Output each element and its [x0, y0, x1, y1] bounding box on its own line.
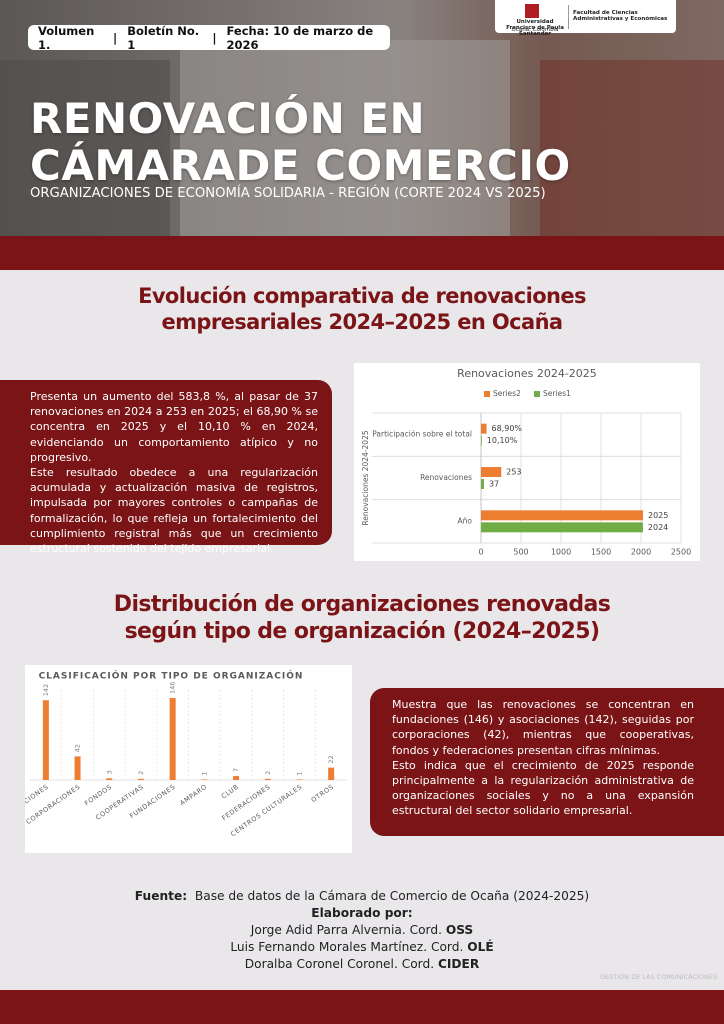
- source-text: Base de datos de la Cámara de Comercio d…: [194, 889, 590, 903]
- logo: Universidad Francisco de Paula Santander…: [495, 0, 676, 37]
- chart: Renovaciones 2024-2025 Series2 Series1 0 500…: [354, 363, 700, 561]
- value-label: 7: [232, 768, 240, 772]
- value-label: 146: [169, 682, 177, 694]
- bar: [233, 776, 240, 780]
- x-tick-label: CORPORACIONES: [25, 783, 82, 826]
- section-title: empresariales 2024–2025 en Ocaña: [161, 310, 563, 334]
- x-tick-label: 500: [513, 548, 528, 557]
- value-label: 142: [42, 684, 50, 696]
- paragraph: Muestra que las renovaciones se concentr…: [392, 698, 694, 757]
- bar: [481, 467, 502, 477]
- paragraph: Esto indica que el crecimiento de 2025 r…: [392, 758, 694, 818]
- title-line: CÁMARADE COMERCIO: [30, 141, 571, 190]
- bar: [481, 510, 643, 521]
- x-tick-label: AMPARO: [178, 783, 208, 807]
- watermark: GESTIÓN DE LAS COMUNICACIONES: [600, 973, 718, 981]
- source: Fuente: Base de datos de la Cámara de Co…: [0, 888, 724, 904]
- bar: [481, 435, 482, 446]
- y-tick-label: Participación sobre el total: [372, 430, 472, 439]
- legend-label: Series1: [543, 389, 571, 398]
- faculty: Facultad de Ciencias Administrativas y E…: [573, 10, 668, 22]
- bar: [481, 522, 643, 533]
- value-label: 2: [264, 771, 272, 775]
- date: Fecha: 10 de marzo de 2026: [226, 23, 374, 52]
- section-title: Evolución comparativa de renovaciones: [138, 284, 586, 308]
- chart-title: Renovaciones 2024-2025: [457, 367, 597, 380]
- x-tick-label: 2500: [671, 548, 691, 557]
- volume: Volumen 1.: [38, 23, 95, 52]
- bar: [481, 423, 487, 434]
- bar: [42, 700, 49, 780]
- legend-swatch: [534, 391, 540, 397]
- y-tick-label: Año: [458, 516, 473, 525]
- subtitle: ORGANIZACIONES DE ECONOMÍA SOLIDARIA - R…: [30, 186, 546, 201]
- x-tick-label: 1000: [551, 548, 571, 557]
- credit-group: OLÉ: [467, 940, 494, 954]
- university: Universidad Francisco de Paula Santander: [506, 19, 564, 37]
- source-label: Fuente:: [134, 889, 188, 903]
- top-band: [0, 236, 724, 270]
- x-tick-label: 2000: [631, 548, 651, 557]
- value-label: 2024: [648, 523, 668, 532]
- legend-swatch: [484, 391, 490, 397]
- legend-label: Series2: [493, 389, 521, 398]
- bar: [201, 779, 208, 780]
- credit-group: OSS: [445, 923, 474, 937]
- value-label: 42: [74, 744, 82, 752]
- value-label: 68,90%: [492, 424, 523, 433]
- bar: [106, 778, 113, 780]
- bar: [137, 778, 144, 780]
- city: Ocaña, Colombia: [511, 27, 559, 33]
- chart: CLASIFICACIÓN POR TIPO DE ORGANIZACIÓN14…: [25, 665, 352, 853]
- x-tick-label: FONDOS: [83, 783, 113, 808]
- x-tick-label: 1500: [591, 548, 611, 557]
- value-label: 253: [506, 468, 521, 477]
- paragraph: Presenta un aumento del 583,8 %, al pasa…: [30, 390, 318, 464]
- bar: [74, 756, 81, 780]
- issue-info: Volumen 1. | Boletín No. 1 | Fecha: 10 de …: [28, 23, 390, 52]
- credit-name: Doralba Coronel Coronel. Cord.: [244, 957, 435, 971]
- bar: [264, 778, 271, 780]
- value-label: 10,10%: [487, 436, 518, 445]
- value-label: 2025: [648, 511, 668, 520]
- value-label: 37: [489, 480, 499, 489]
- bar: [169, 698, 176, 780]
- value-label: 22: [327, 755, 335, 763]
- value-label: 1: [295, 771, 303, 775]
- section-title: Distribución de organizaciones renovadas: [113, 592, 611, 617]
- title-line: RENOVACIÓN EN: [30, 94, 426, 143]
- x-tick-label: OTROS: [310, 783, 336, 804]
- value-label: 1: [200, 771, 208, 775]
- credit: Luis Fernando Morales Martínez. Cord. OL…: [0, 939, 724, 955]
- credit-name: Jorge Adid Parra Alvernia. Cord.: [250, 923, 442, 937]
- value-label: 2: [137, 771, 145, 775]
- chart-title: CLASIFICACIÓN POR TIPO DE ORGANIZACIÓN: [39, 670, 304, 682]
- credits-label: Elaborado por:: [311, 906, 413, 920]
- credit-group: CIDER: [437, 957, 480, 971]
- x-tick-label: CLUB: [220, 783, 241, 801]
- bar: [481, 479, 484, 489]
- y-tick-label: Renovaciones: [420, 473, 472, 482]
- bottom-band: [0, 990, 724, 1024]
- section-title: según tipo de organización (2024–2025): [124, 619, 600, 644]
- text-box: Presenta un aumento del 583,8 %, al pasa…: [0, 380, 332, 555]
- credit: Jorge Adid Parra Alvernia. Cord. OSS: [0, 922, 724, 938]
- bar: [328, 767, 335, 780]
- bulletin: Boletín No. 1: [127, 23, 200, 52]
- logo-mark: [525, 4, 539, 18]
- x-tick-label: 0: [478, 548, 483, 557]
- credit-name: Luis Fernando Morales Martínez. Cord.: [230, 940, 464, 954]
- value-label: 3: [105, 770, 113, 774]
- y-axis-label: Renovaciones 2024-2025: [361, 430, 370, 525]
- credit: Doralba Coronel Coronel. Cord. CIDER: [0, 956, 724, 972]
- paragraph: Este resultado obedece a una regularizac…: [30, 466, 318, 556]
- bar: [296, 779, 303, 780]
- text-box: Muestra que las renovaciones se concentr…: [370, 688, 724, 836]
